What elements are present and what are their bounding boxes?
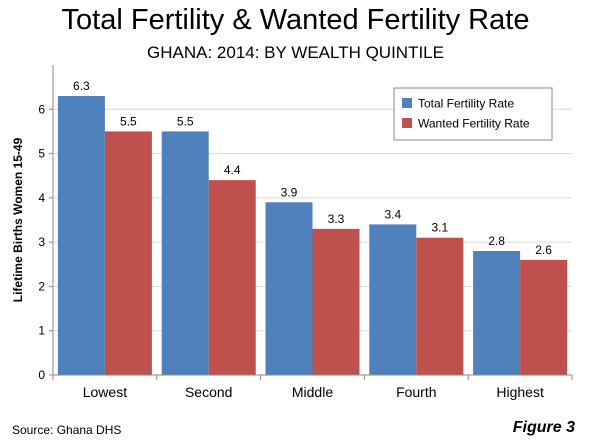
x-tick-label: Fourth <box>396 384 436 400</box>
bar-wanted <box>312 228 360 375</box>
y-tick-label: 6 <box>38 102 45 116</box>
bar-wanted <box>208 180 256 375</box>
x-tick-label: Middle <box>292 384 333 400</box>
chart-subtitle: GHANA: 2014: BY WEALTH QUINTILE <box>147 43 444 62</box>
y-tick-label: 1 <box>38 324 45 338</box>
y-tick-label: 3 <box>38 235 45 249</box>
data-label: 3.3 <box>328 212 345 226</box>
legend-label: Total Fertility Rate <box>418 97 514 111</box>
data-label: 4.4 <box>224 163 241 177</box>
data-label: 6.3 <box>73 79 90 93</box>
figure-label: Figure 3 <box>512 419 575 436</box>
data-label: 3.4 <box>384 207 401 221</box>
bar-total <box>473 251 521 375</box>
x-tick-label: Highest <box>496 384 544 400</box>
source-note: Source: Ghana DHS <box>12 423 122 437</box>
bar-total <box>57 96 105 375</box>
data-label: 3.1 <box>431 221 448 235</box>
bar-wanted <box>416 237 464 375</box>
bar-wanted <box>520 259 568 375</box>
bar-total <box>265 202 313 375</box>
chart-title: Total Fertility & Wanted Fertility Rate <box>61 4 530 36</box>
bar-total <box>369 224 417 375</box>
legend-swatch <box>402 98 412 108</box>
y-tick-label: 4 <box>38 191 45 205</box>
legend-label: Wanted Fertility Rate <box>418 117 530 131</box>
data-label: 5.5 <box>177 114 194 128</box>
bar-total <box>161 131 209 375</box>
data-label: 2.8 <box>488 234 505 248</box>
y-tick-label: 5 <box>38 147 45 161</box>
data-label: 3.9 <box>281 185 298 199</box>
data-label: 2.6 <box>535 243 552 257</box>
legend-swatch <box>402 118 412 128</box>
legend-box <box>393 87 553 141</box>
bar-wanted <box>104 131 152 375</box>
y-axis-label: Lifetime Births Women 15-49 <box>11 137 25 302</box>
data-label: 5.5 <box>120 114 137 128</box>
y-tick-label: 2 <box>38 279 45 293</box>
x-tick-label: Lowest <box>83 384 127 400</box>
x-tick-label: Second <box>185 384 232 400</box>
y-tick-label: 0 <box>38 368 45 382</box>
